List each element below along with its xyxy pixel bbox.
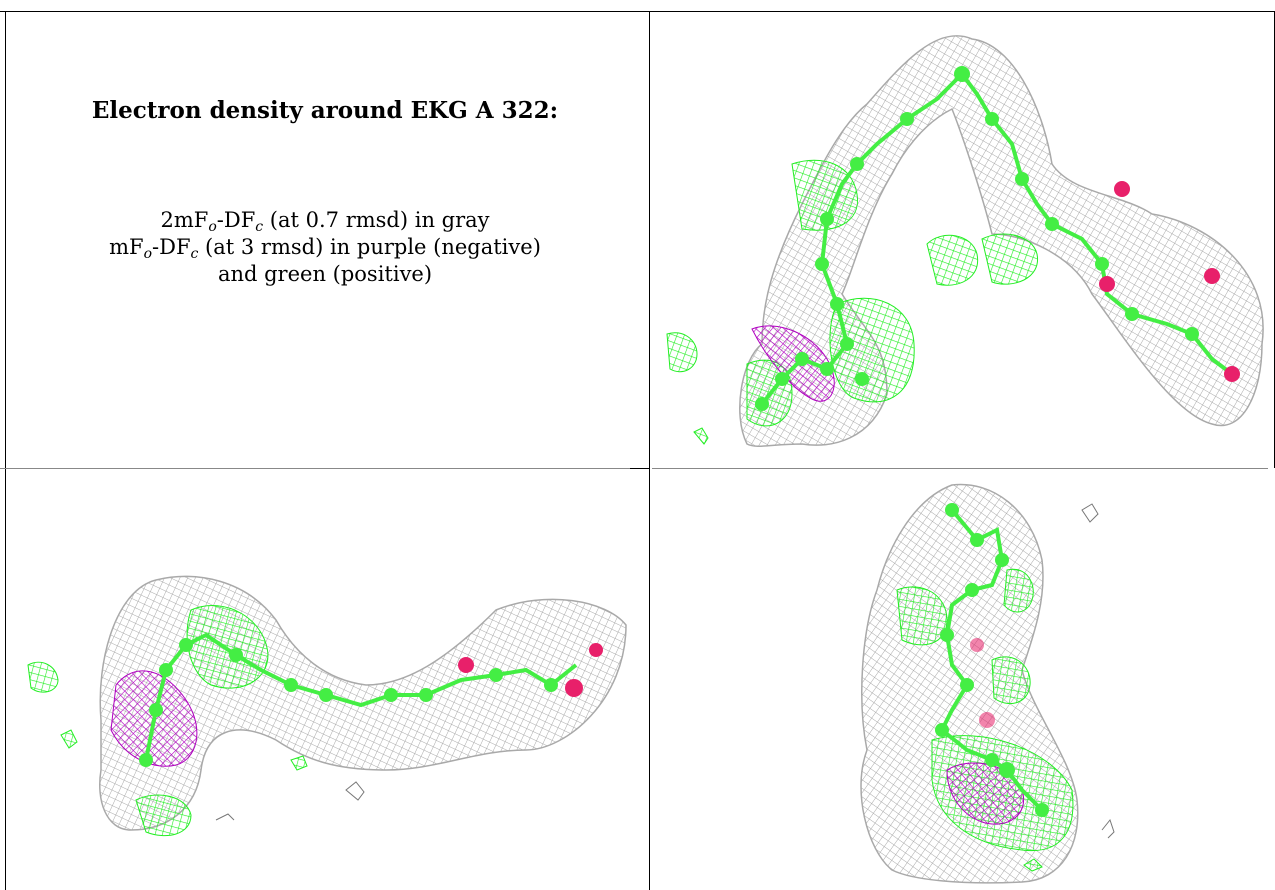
density-view-2 xyxy=(6,470,648,890)
mesh-positive xyxy=(991,656,1031,705)
ligand-model xyxy=(760,70,1234,406)
mesh-positive xyxy=(186,605,269,689)
border-left xyxy=(5,11,6,890)
mesh-positive xyxy=(60,729,78,749)
mesh-positive xyxy=(926,234,979,286)
density-view-2-image xyxy=(27,575,627,837)
oxygen-atoms xyxy=(458,643,603,697)
mesh-positive xyxy=(896,586,948,646)
mesh-positive xyxy=(791,159,858,231)
row-divider-tick xyxy=(630,468,650,469)
mesh-positive xyxy=(1003,568,1034,613)
row-divider-left xyxy=(0,468,646,469)
density-view-1-image xyxy=(666,35,1264,447)
mesh-positive xyxy=(135,794,192,837)
mesh-positive xyxy=(981,233,1038,285)
carbon-atoms xyxy=(139,638,558,767)
density-view-3 xyxy=(652,470,1272,890)
oxygen-atoms xyxy=(1099,181,1240,382)
solvent-fragments xyxy=(215,781,365,821)
carbon-atoms xyxy=(755,66,1199,411)
border-middle xyxy=(649,11,650,890)
oxygen-atoms xyxy=(970,638,995,728)
mesh-positive xyxy=(1023,858,1043,872)
figure-title: Electron density around EKG A 322: xyxy=(91,97,559,124)
mesh-positive xyxy=(290,755,308,771)
legend-text: 2mFo-DFc (at 0.7 rmsd) in gray mFo-DFc (… xyxy=(0,207,650,288)
legend-cell: Electron density around EKG A 322: 2mFo-… xyxy=(0,0,650,468)
legend-line-2fofc: 2mFo-DFc (at 0.7 rmsd) in gray xyxy=(160,208,490,235)
legend-line-colors: and green (positive) xyxy=(217,262,433,286)
mesh-negative xyxy=(751,325,835,402)
carbon-atoms xyxy=(935,503,1049,817)
legend-line-fofc: mFo-DFc (at 3 rmsd) in purple (negative) xyxy=(109,235,541,262)
mesh-positive xyxy=(666,332,698,373)
row-divider-right xyxy=(652,468,1268,469)
solvent-fragments xyxy=(1081,503,1115,839)
density-view-3-image xyxy=(860,483,1115,884)
mesh-positive xyxy=(27,661,59,693)
density-view-1 xyxy=(652,14,1272,466)
mesh-positive xyxy=(693,427,709,445)
border-top xyxy=(0,11,1275,12)
